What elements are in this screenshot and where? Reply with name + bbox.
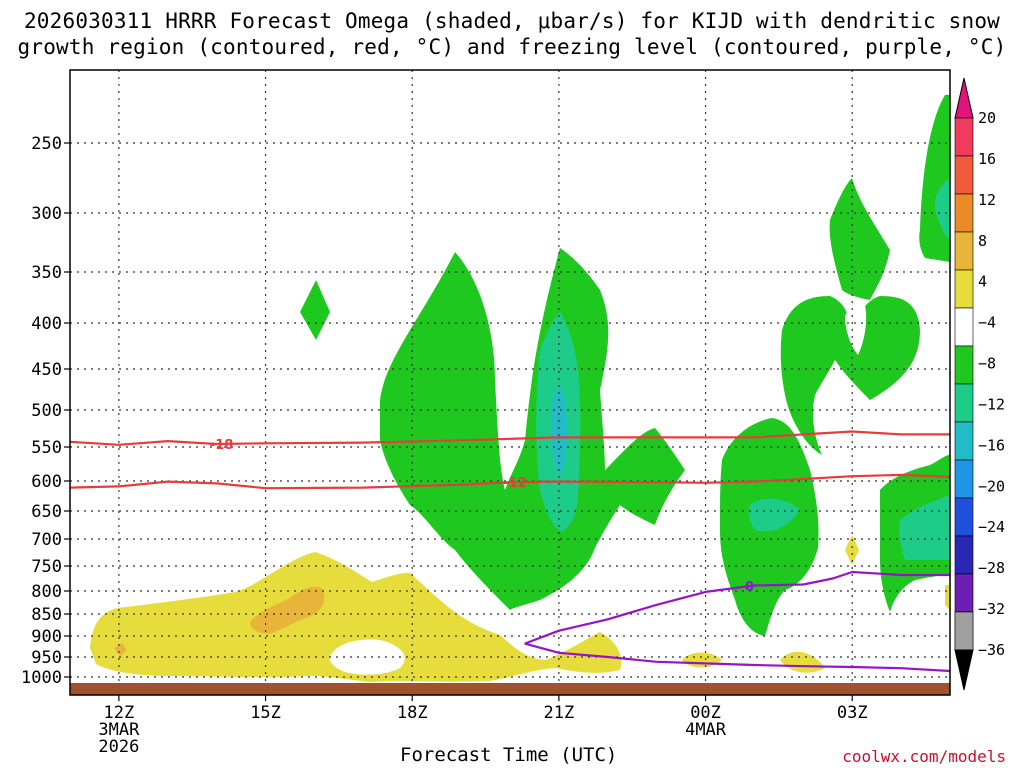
omega-positive-core — [250, 586, 325, 634]
colorbar-label-2: 12 — [978, 191, 996, 209]
colorbar-swatch-12 — [954, 573, 974, 613]
plot-frame — [69, 69, 951, 696]
ground-strip — [70, 683, 950, 695]
title-line-2: growth region (contoured, red, °C) and f… — [17, 35, 1007, 59]
colorbar-label-9: −20 — [978, 477, 1005, 495]
contour-lines: -18 -12 0 — [69, 430, 951, 673]
x-tick-label-15Z: 15Z — [250, 703, 281, 723]
x-tick-label-03Z: 03Z — [837, 703, 868, 723]
x-tick-label-21Z: 21Z — [544, 703, 575, 723]
x-axis-label: Forecast Time (UTC) — [400, 744, 618, 766]
colorbar-label-1: 16 — [978, 150, 996, 168]
omega-negative-hole — [845, 303, 867, 355]
contour-line-1 — [69, 473, 951, 490]
omega-positive-small-3 — [845, 535, 859, 565]
contour-label-2: 0 — [745, 580, 754, 595]
colorbar-label-12: −32 — [978, 600, 1005, 618]
credit-text[interactable]: coolwx.com/models — [842, 747, 1006, 766]
y-axis: 2503003504004505005506006507007508008509… — [21, 134, 70, 688]
y-tick-label-500: 500 — [31, 401, 62, 421]
colorbar-swatch-11 — [954, 535, 974, 575]
omega-shading — [90, 95, 950, 682]
colorbar-swatch-9 — [954, 459, 974, 499]
x-tick-date-00Z: 4MAR — [685, 720, 727, 740]
omega-negative-inner-core — [551, 385, 567, 475]
omega-negative-cell-right-top-core — [935, 179, 950, 240]
contour-label-1: -12 — [503, 476, 527, 491]
colorbar-bottom-arrow — [954, 649, 974, 691]
colorbar-label-0: 20 — [978, 109, 996, 127]
y-tick-label-700: 700 — [31, 530, 62, 550]
y-tick-label-850: 850 — [31, 605, 62, 625]
colorbar-swatch-1 — [954, 155, 974, 195]
y-tick-label-350: 350 — [31, 263, 62, 283]
contour-line-3 — [524, 642, 951, 673]
colorbar-label-5: −4 — [978, 314, 996, 332]
y-tick-label-300: 300 — [31, 204, 62, 224]
y-tick-label-900: 900 — [31, 627, 62, 647]
x-tick-label-00Z: 00Z — [690, 703, 721, 723]
colorbar-swatch-10 — [954, 497, 974, 537]
omega-negative-cell-03z — [829, 178, 890, 300]
y-tick-label-750: 750 — [31, 557, 62, 577]
y-tick-label-400: 400 — [31, 314, 62, 334]
contour-label-0: -18 — [210, 438, 234, 453]
colorbar-swatch-0 — [954, 117, 974, 157]
colorbar-label-10: −24 — [978, 518, 1005, 536]
colorbar-label-13: −36 — [978, 641, 1005, 659]
omega-negative-main-cell — [380, 248, 685, 610]
colorbar-swatch-2 — [954, 193, 974, 233]
contour-line-2 — [524, 570, 950, 645]
x-tick-label-18Z: 18Z — [397, 703, 428, 723]
colorbar: 20 16 12 8 4 −4 −8 −12 −16 −20 −24 −28 −32 −36 — [954, 77, 1005, 691]
y-tick-label-600: 600 — [31, 472, 62, 492]
x-tick-year-12Z: 2026 — [98, 737, 139, 757]
contour-line-0 — [69, 430, 950, 446]
colorbar-swatch-7 — [954, 383, 974, 423]
colorbar-label-3: 8 — [978, 232, 987, 250]
y-tick-label-650: 650 — [31, 502, 62, 522]
y-tick-label-250: 250 — [31, 134, 62, 154]
omega-positive-dot — [114, 643, 127, 656]
y-tick-label-450: 450 — [31, 360, 62, 380]
colorbar-label-4: 4 — [978, 273, 987, 291]
omega-negative-cell-00z-core — [748, 498, 800, 532]
colorbar-swatch-6 — [954, 345, 974, 385]
y-tick-label-1000: 1000 — [21, 668, 62, 688]
y-tick-label-550: 550 — [31, 438, 62, 458]
omega-positive-region — [90, 552, 622, 682]
colorbar-label-6: −8 — [978, 355, 996, 373]
title-line-1: 2026030311 HRRR Forecast Omega (shaded, … — [23, 9, 1001, 33]
colorbar-top-arrow — [954, 77, 974, 119]
omega-positive-small-2 — [780, 651, 825, 673]
colorbar-swatch-14 — [954, 611, 974, 651]
colorbar-swatch-8 — [954, 421, 974, 461]
omega-positive-small-1 — [682, 652, 722, 668]
omega-negative-small-cell — [300, 280, 330, 340]
y-tick-label-800: 800 — [31, 582, 62, 602]
colorbar-label-11: −28 — [978, 559, 1005, 577]
omega-negative-cell-right-low-core — [899, 495, 950, 560]
omega-negative-cell-right-top — [919, 95, 950, 262]
omega-negative-cell-02z — [780, 296, 920, 455]
colorbar-swatch-4 — [954, 269, 974, 309]
colorbar-swatch-3 — [954, 231, 974, 271]
x-tick-date-12Z: 3MAR — [98, 720, 140, 740]
colorbar-swatch-5 — [954, 307, 974, 347]
colorbar-label-7: −12 — [978, 395, 1005, 413]
colorbar-label-8: −16 — [978, 436, 1005, 454]
chart-title: 2026030311 HRRR Forecast Omega (shaded, … — [0, 8, 1024, 60]
omega-positive-hole — [329, 639, 405, 675]
y-tick-label-950: 950 — [31, 648, 62, 668]
x-tick-label-12Z: 12Z — [104, 703, 135, 723]
